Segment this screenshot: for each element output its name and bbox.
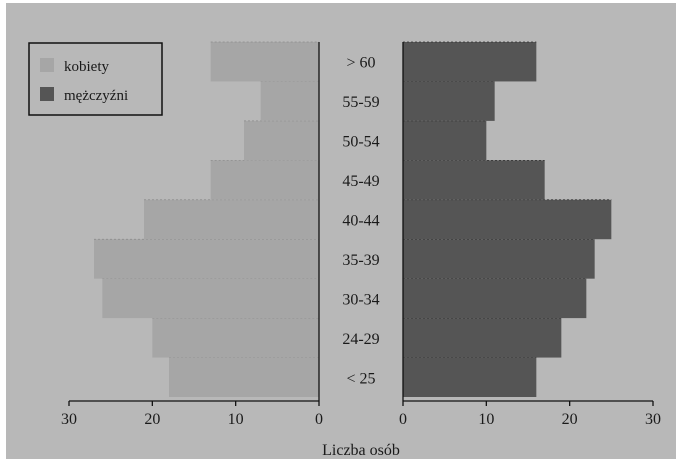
x-tick-label-right: 30 xyxy=(645,411,661,428)
bar-male xyxy=(403,160,545,200)
bar-male xyxy=(403,357,537,397)
x-axis-title: Liczba osób xyxy=(322,442,400,459)
chart-frame: < 25 24-29 30-34 35-39 40-44 45-49 50-54 55-59 >… xyxy=(6,3,676,459)
bar-female xyxy=(102,278,319,319)
bar-female xyxy=(210,160,319,200)
age-label: 50-54 xyxy=(342,134,379,151)
age-label: 45-49 xyxy=(342,173,379,190)
legend-box xyxy=(28,42,163,116)
bar-female xyxy=(210,42,319,82)
age-category-labels: < 25 24-29 30-34 35-39 40-44 45-49 50-54 55-59 >… xyxy=(342,55,379,388)
legend-swatch-male xyxy=(40,87,54,101)
bar-female xyxy=(169,357,319,397)
x-tick-label-right: 0 xyxy=(399,411,407,428)
tick-labels: 30 20 10 0 0 10 20 30 xyxy=(61,401,661,428)
legend-label-male: mężczyźni xyxy=(64,88,128,104)
bar-female xyxy=(94,239,319,279)
bar-male xyxy=(403,278,587,319)
bar-male xyxy=(403,81,495,121)
female-bars xyxy=(94,41,319,397)
bar-male xyxy=(403,318,562,358)
bar-male xyxy=(403,42,537,82)
legend-label-female: kobiety xyxy=(64,59,109,75)
bar-female xyxy=(152,318,319,358)
male-bars xyxy=(403,41,612,397)
bar-female xyxy=(260,81,319,121)
bar-male xyxy=(403,239,595,279)
bar-female xyxy=(144,199,319,240)
legend-swatch-female xyxy=(40,58,54,72)
age-label: 40-44 xyxy=(342,213,379,230)
age-label: < 25 xyxy=(346,370,375,387)
age-label: 30-34 xyxy=(342,291,379,308)
x-tick-label-right: 10 xyxy=(478,411,494,428)
population-pyramid-chart: < 25 24-29 30-34 35-39 40-44 45-49 50-54 55-59 >… xyxy=(28,41,661,459)
x-tick-label-left: 10 xyxy=(228,411,244,428)
x-tick-label-left: 0 xyxy=(315,411,323,428)
bar-female xyxy=(244,120,319,161)
age-label: 55-59 xyxy=(342,94,379,111)
legend: kobiety mężczyźni xyxy=(28,42,163,116)
bar-male xyxy=(403,120,487,161)
x-tick-label-left: 20 xyxy=(144,411,160,428)
age-label: 24-29 xyxy=(342,331,379,348)
x-tick-label-left: 30 xyxy=(61,411,77,428)
bar-male xyxy=(403,199,612,240)
x-tick-label-right: 20 xyxy=(562,411,578,428)
age-label: 35-39 xyxy=(342,252,379,269)
age-label: > 60 xyxy=(346,55,375,72)
axes xyxy=(69,42,653,402)
